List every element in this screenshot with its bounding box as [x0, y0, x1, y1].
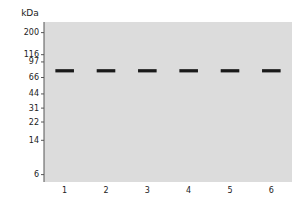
y-tick-label: 31 [29, 104, 39, 113]
band [55, 69, 74, 72]
band [97, 69, 116, 72]
y-tick-label: 44 [29, 89, 39, 98]
x-tick-label: 5 [227, 186, 232, 195]
y-tick-label: 6 [34, 170, 39, 179]
y-tick [41, 140, 44, 141]
y-tick [41, 108, 44, 109]
band [138, 69, 157, 72]
x-tick-label: 6 [269, 186, 274, 195]
band [179, 69, 198, 72]
y-tick [41, 93, 44, 94]
y-axis-line [44, 22, 45, 182]
y-tick [41, 122, 44, 123]
y-tick [41, 77, 44, 78]
y-tick-label: 97 [29, 57, 39, 66]
band [262, 69, 281, 72]
y-tick-label: 14 [29, 136, 39, 145]
x-tick-label: 1 [62, 186, 67, 195]
y-tick [41, 174, 44, 175]
y-tick-label: 22 [29, 118, 39, 127]
x-tick-label: 4 [186, 186, 191, 195]
y-tick [41, 32, 44, 33]
plot-background [44, 22, 292, 182]
y-tick [41, 54, 44, 55]
band [221, 69, 240, 72]
y-tick [41, 61, 44, 62]
y-tick-label: 66 [29, 73, 39, 82]
x-tick-label: 3 [145, 186, 150, 195]
y-axis-label: kDa [21, 8, 39, 18]
y-tick-label: 200 [24, 28, 39, 37]
chart: 2001169766443122146kDa123456 [0, 0, 300, 200]
bands [55, 69, 280, 72]
x-tick-label: 2 [103, 186, 108, 195]
